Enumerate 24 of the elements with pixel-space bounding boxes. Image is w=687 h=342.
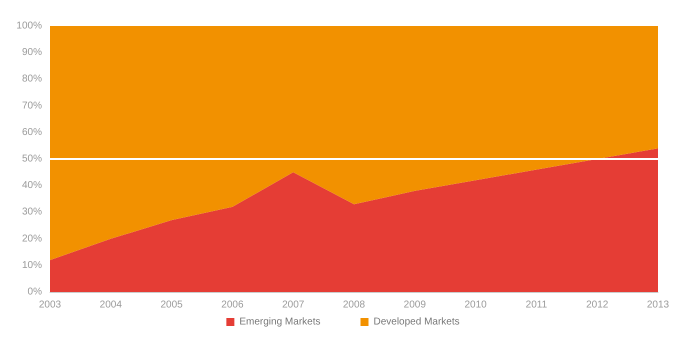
y-tick-label: 100% xyxy=(16,20,42,32)
legend-label: Emerging Markets xyxy=(239,316,320,328)
x-tick-label: 2011 xyxy=(526,300,548,310)
y-tick-label: 80% xyxy=(22,74,42,85)
y-tick-label: 20% xyxy=(22,233,42,244)
y-tick-label: 30% xyxy=(22,206,42,218)
y-tick-label: 70% xyxy=(22,100,42,112)
x-tick-label: 2006 xyxy=(221,300,244,310)
x-tick-label: 2012 xyxy=(586,300,609,310)
x-tick-label: 2013 xyxy=(646,300,670,310)
x-tick-label: 2005 xyxy=(160,300,184,310)
x-tick-label: 2007 xyxy=(282,300,305,310)
y-tick-label: 0% xyxy=(28,286,42,298)
x-tick-label: 2004 xyxy=(100,300,122,310)
x-tick-label: 2003 xyxy=(38,300,62,310)
x-tick-label: 2010 xyxy=(464,300,488,310)
y-tick-label: 90% xyxy=(22,47,42,58)
y-tick-label: 10% xyxy=(22,260,42,271)
y-tick-label: 40% xyxy=(22,180,42,192)
y-tick-label: 50% xyxy=(22,154,42,164)
x-tick-label: 2008 xyxy=(342,300,366,310)
y-tick-label: 60% xyxy=(22,126,42,138)
legend-label: Developed Markets xyxy=(373,316,460,328)
x-tick-label: 2009 xyxy=(404,300,426,310)
